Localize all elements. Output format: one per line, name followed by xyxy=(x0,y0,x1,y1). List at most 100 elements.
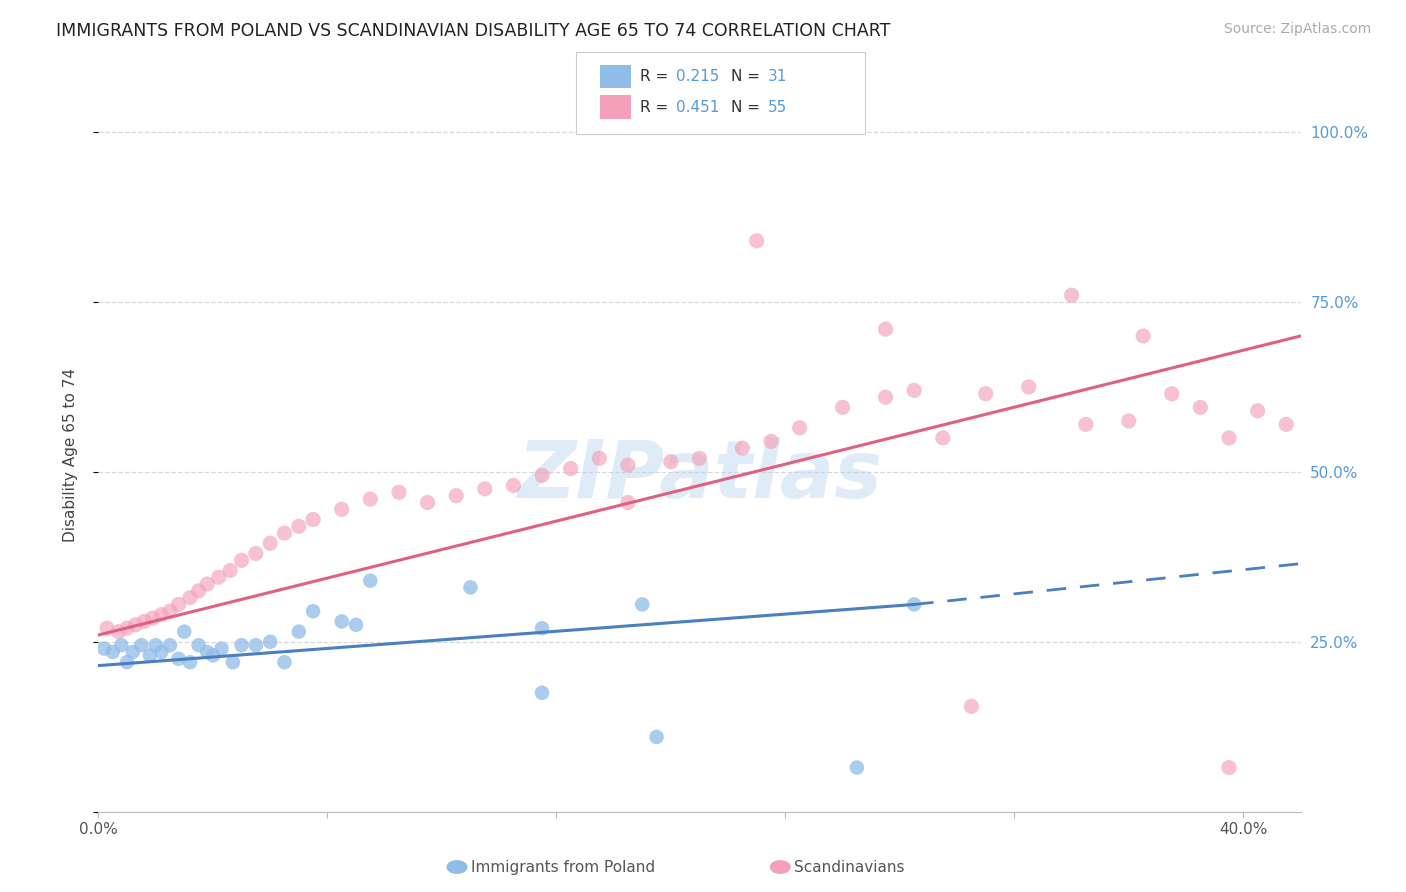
Text: 55: 55 xyxy=(768,100,787,114)
Point xyxy=(689,451,711,466)
Text: 0.215: 0.215 xyxy=(676,70,720,84)
Point xyxy=(330,502,353,516)
Point xyxy=(560,461,582,475)
Point xyxy=(731,441,754,455)
Point xyxy=(115,621,138,635)
Point xyxy=(1246,403,1268,417)
Point xyxy=(110,638,132,652)
Point xyxy=(460,581,482,595)
Text: N =: N = xyxy=(731,70,765,84)
Point xyxy=(222,655,245,669)
Point xyxy=(195,577,218,591)
Point xyxy=(302,512,325,526)
Point xyxy=(359,574,381,588)
Point xyxy=(531,686,554,700)
Point xyxy=(645,730,668,744)
Point xyxy=(121,645,143,659)
Point xyxy=(187,583,209,598)
Point xyxy=(903,598,925,612)
Text: IMMIGRANTS FROM POLAND VS SCANDINAVIAN DISABILITY AGE 65 TO 74 CORRELATION CHART: IMMIGRANTS FROM POLAND VS SCANDINAVIAN D… xyxy=(56,22,890,40)
Point xyxy=(444,489,467,503)
Point xyxy=(875,390,897,404)
Point xyxy=(167,652,190,666)
Point xyxy=(96,621,118,635)
Point xyxy=(201,648,224,663)
Point xyxy=(474,482,496,496)
Point xyxy=(831,401,853,415)
Point xyxy=(359,492,381,507)
Point xyxy=(631,598,654,612)
Point xyxy=(1074,417,1097,432)
Point xyxy=(134,615,156,629)
Point xyxy=(231,638,253,652)
Point xyxy=(1189,401,1212,415)
Point xyxy=(531,621,554,635)
Point xyxy=(259,635,281,649)
Point xyxy=(145,638,167,652)
Point xyxy=(288,624,311,639)
Point xyxy=(245,546,267,560)
Point xyxy=(167,598,190,612)
Point xyxy=(1218,760,1240,774)
Point xyxy=(195,645,218,659)
Point xyxy=(588,451,610,466)
Point xyxy=(1160,386,1182,401)
Point xyxy=(173,624,195,639)
Text: 31: 31 xyxy=(768,70,787,84)
Point xyxy=(1018,380,1040,394)
Text: Immigrants from Poland: Immigrants from Poland xyxy=(471,860,655,874)
Point xyxy=(139,648,162,663)
Point xyxy=(903,384,925,398)
Point xyxy=(187,638,209,652)
Point xyxy=(208,570,231,584)
Point xyxy=(159,604,181,618)
Point xyxy=(211,641,233,656)
Point xyxy=(974,386,997,401)
Point xyxy=(531,468,554,483)
Point xyxy=(344,617,367,632)
Point xyxy=(1060,288,1083,302)
Point xyxy=(131,638,153,652)
Point xyxy=(416,495,439,509)
Point xyxy=(845,760,868,774)
Point xyxy=(1275,417,1298,432)
Point xyxy=(93,641,115,656)
Point xyxy=(115,655,138,669)
Point xyxy=(1132,329,1154,343)
Point xyxy=(502,478,524,492)
Text: R =: R = xyxy=(640,70,673,84)
Point xyxy=(960,699,983,714)
Text: 0.451: 0.451 xyxy=(676,100,720,114)
Text: N =: N = xyxy=(731,100,765,114)
Point xyxy=(388,485,411,500)
Point xyxy=(150,645,173,659)
Point xyxy=(150,607,173,622)
Point xyxy=(231,553,253,567)
Point xyxy=(745,234,768,248)
Point xyxy=(330,615,353,629)
Text: R =: R = xyxy=(640,100,673,114)
Point xyxy=(288,519,311,533)
Point xyxy=(219,564,242,578)
Point xyxy=(759,434,782,449)
Point xyxy=(1118,414,1140,428)
Text: Scandinavians: Scandinavians xyxy=(794,860,905,874)
Y-axis label: Disability Age 65 to 74: Disability Age 65 to 74 xyxy=(63,368,77,542)
Point xyxy=(789,421,811,435)
Point xyxy=(273,655,295,669)
Point xyxy=(259,536,281,550)
Text: Source: ZipAtlas.com: Source: ZipAtlas.com xyxy=(1223,22,1371,37)
Point xyxy=(245,638,267,652)
Point xyxy=(107,624,129,639)
Point xyxy=(875,322,897,336)
Point xyxy=(101,645,124,659)
Point xyxy=(932,431,955,445)
Point xyxy=(302,604,325,618)
Point xyxy=(659,455,682,469)
Point xyxy=(124,617,146,632)
Point xyxy=(179,591,201,605)
Point xyxy=(617,495,640,509)
Point xyxy=(142,611,165,625)
Point xyxy=(159,638,181,652)
Point xyxy=(617,458,640,472)
